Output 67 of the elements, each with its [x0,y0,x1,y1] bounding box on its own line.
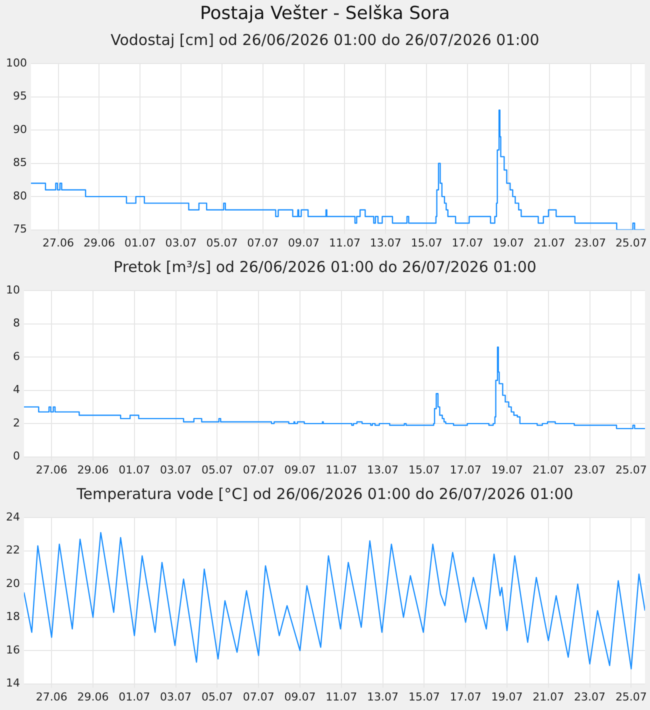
x-tick-label: 23.07 [574,463,606,476]
x-tick-label: 13.07 [370,236,402,250]
x-tick-label: 09.07 [284,463,316,476]
x-tick-label: 13.07 [367,463,399,476]
x-tick-label: 19.07 [492,236,524,250]
x-tick-label: 07.07 [247,236,279,250]
x-tick-label: 13.07 [367,690,399,704]
y-tick-label: 22 [6,544,20,557]
x-tick-label: 09.07 [288,236,320,250]
x-tick-label: 29.06 [83,236,115,250]
x-tick-label: 11.07 [326,463,358,476]
y-tick-label: 24 [6,510,20,524]
x-tick-label: 05.07 [201,690,233,704]
x-tick-label: 15.07 [410,236,442,250]
chart-title: Pretok [m³/s] od 26/06/2026 01:00 do 26/07/2026 01:00 [112,257,538,278]
x-tick-label: 27.06 [36,463,68,476]
y-tick-label: 0 [12,450,20,463]
x-tick-label: 09.07 [284,690,316,704]
x-tick-label: 03.07 [165,236,197,250]
x-tick-label: 17.07 [450,690,482,704]
x-tick-label: 21.07 [534,236,566,250]
x-tick-label: 01.07 [118,463,150,476]
y-tick-label: 6 [12,350,20,363]
x-tick-label: 07.07 [242,463,274,476]
x-tick-label: 01.07 [118,690,150,704]
y-tick-label: 10 [6,283,20,296]
y-tick-label: 14 [6,676,20,690]
y-tick-label: 85 [12,156,27,170]
x-tick-label: 05.07 [206,236,238,250]
x-tick-label: 19.07 [491,690,523,704]
x-tick-label: 25.07 [615,463,647,476]
x-tick-label: 27.06 [42,236,74,250]
y-tick-label: 80 [12,189,27,202]
x-tick-label: 05.07 [201,463,233,476]
x-tick-label: 17.07 [452,236,484,250]
x-tick-label: 15.07 [408,690,440,704]
chart-subtitle: Vodostaj [cm] od 26/06/2026 01:00 do 26/07/2026 01:00 [110,30,540,51]
x-tick-label: 21.07 [532,463,564,476]
y-tick-label: 4 [12,383,20,396]
chart-title: Postaja Vešter - Selška Sora [199,2,451,26]
y-tick-label: 95 [12,90,27,103]
x-tick-label: 19.07 [491,463,523,476]
x-tick-label: 27.06 [36,690,68,704]
x-tick-label: 03.07 [160,690,192,704]
y-tick-label: 8 [12,316,20,330]
y-tick-label: 18 [6,610,20,624]
x-tick-label: 03.07 [160,463,192,476]
x-tick-label: 17.07 [450,463,482,476]
x-tick-label: 15.07 [408,463,440,476]
x-tick-label: 11.07 [328,236,360,250]
x-tick-label: 29.06 [77,690,109,704]
x-tick-label: 25.07 [615,690,647,704]
x-tick-label: 23.07 [574,690,606,704]
x-tick-label: 01.07 [124,236,156,250]
x-tick-label: 21.07 [532,690,564,704]
x-tick-label: 11.07 [326,690,358,704]
y-tick-label: 100 [6,56,27,70]
y-tick-label: 90 [12,122,27,136]
x-tick-label: 23.07 [574,236,606,250]
x-tick-label: 29.06 [77,463,109,476]
y-tick-label: 20 [6,576,20,590]
y-tick-label: 16 [6,643,20,656]
x-tick-label: 25.07 [615,236,647,250]
y-tick-label: 75 [12,222,27,236]
y-tick-label: 2 [12,416,20,430]
chart-title: Temperatura vode [°C] od 26/06/2026 01:00 do 26/07/2026 01:00 [76,484,574,505]
x-tick-label: 07.07 [242,690,274,704]
